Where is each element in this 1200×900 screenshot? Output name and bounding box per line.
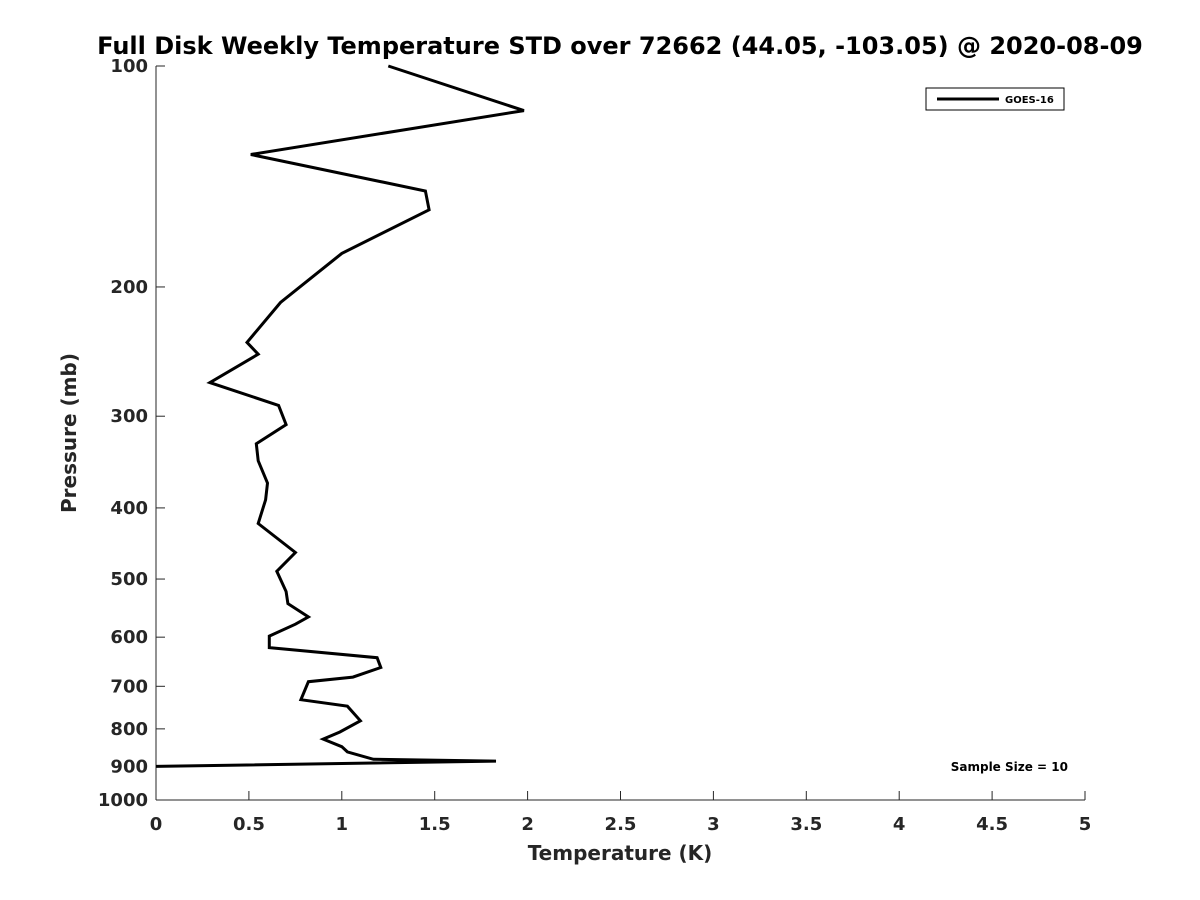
sample-size-annotation: Sample Size = 10: [951, 760, 1068, 774]
x-tick-label: 0.5: [233, 814, 265, 835]
x-tick-label: 1.5: [419, 814, 451, 835]
y-tick-label: 600: [110, 627, 148, 648]
x-tick-label: 4.5: [976, 814, 1008, 835]
y-tick-label: 800: [110, 719, 148, 740]
y-tick-label: 900: [110, 756, 148, 777]
chart-title: Full Disk Weekly Temperature STD over 72…: [97, 32, 1143, 60]
x-tick-label: 5: [1079, 814, 1092, 835]
legend: GOES-16: [925, 87, 1065, 111]
series-line-goes-16: [155, 64, 525, 768]
x-tick-label: 4: [893, 814, 906, 835]
x-tick-label: 3.5: [790, 814, 822, 835]
y-tick-label: 200: [110, 277, 148, 298]
axes: [155, 66, 1085, 801]
y-tick-label: 400: [110, 498, 148, 519]
x-tick-label: 1: [336, 814, 349, 835]
y-tick-label: 700: [110, 676, 148, 697]
x-tick-label: 2.5: [605, 814, 637, 835]
y-tick-label: 100: [110, 56, 148, 77]
legend-label-goes-16: GOES-16: [1005, 95, 1054, 106]
y-tick-label: 500: [110, 569, 148, 590]
y-axis-label: Pressure (mb): [57, 353, 81, 513]
x-axis-label: Temperature (K): [528, 841, 713, 865]
series-layer: [155, 64, 525, 768]
y-tick-label: 1000: [98, 790, 148, 811]
x-tick-label: 2: [521, 814, 534, 835]
y-tick-label: 300: [110, 406, 148, 427]
y-axis-ticks: 100 200 300 400 500 600 700 800 900 1000: [98, 56, 165, 811]
x-axis-ticks: 0 0.5 1 1.5 2 2.5 3 3.5 4 4.5 5: [150, 791, 1092, 835]
x-tick-label: 0: [150, 814, 163, 835]
x-tick-label: 3: [707, 814, 720, 835]
